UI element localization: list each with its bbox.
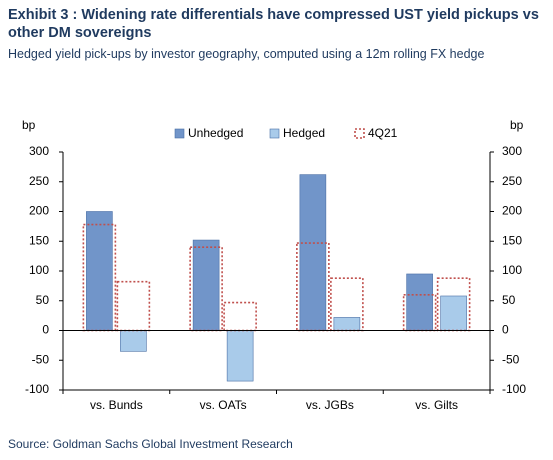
legend-label: Unhedged <box>188 126 243 140</box>
y2-axis-label: bp <box>510 118 524 132</box>
bar <box>192 239 220 331</box>
chart: bp bp -100 -50 0 50 100 150 200 250 300 -100 -50 0 5… <box>22 118 526 412</box>
chart-subtitle: Hedged yield pick-ups by investor geogra… <box>8 47 485 61</box>
y-tick-label: 300 <box>29 144 49 158</box>
bar <box>406 273 433 331</box>
legend-swatch <box>354 128 365 139</box>
bar <box>440 295 467 331</box>
y2-tick-label: 150 <box>502 233 522 247</box>
y-tick-label: 0 <box>42 323 49 337</box>
legend-label: Hedged <box>283 126 325 140</box>
chart-title: Exhibit 3 : Widening rate differentials … <box>8 7 539 41</box>
legend-swatch <box>174 128 185 139</box>
y2-tick-label: 50 <box>502 293 516 307</box>
reference-box <box>296 242 330 332</box>
legend-swatch <box>269 128 280 139</box>
legend-label: 4Q21 <box>368 126 398 140</box>
y-tick-label: 200 <box>29 204 49 218</box>
y2-tick-label: 0 <box>502 323 509 337</box>
y2-tick-label: 300 <box>502 144 522 158</box>
y2-tick-label: -100 <box>502 382 526 396</box>
y-axis-label: bp <box>22 118 36 132</box>
bar <box>86 211 113 331</box>
bar <box>333 317 361 331</box>
y-tick-label: 150 <box>29 233 49 247</box>
x-tick-label: vs. JGBs <box>306 398 354 412</box>
y-tick-label: -50 <box>32 352 50 366</box>
reference-box <box>223 301 257 332</box>
y2-tick-label: 200 <box>502 204 522 218</box>
reference-box <box>189 246 223 332</box>
x-tick-label: vs. Gilts <box>415 398 458 412</box>
y2-tick-label: -50 <box>502 352 520 366</box>
reference-box <box>402 293 437 332</box>
y-tick-label: -100 <box>25 382 49 396</box>
y-tick-label: 50 <box>36 293 50 307</box>
bar <box>299 174 327 331</box>
bar <box>226 330 254 382</box>
y-tick-label: 250 <box>29 174 49 188</box>
x-tick-label: vs. OATs <box>200 398 247 412</box>
source: Source: Goldman Sachs Global Investment … <box>8 437 293 451</box>
reference-box <box>116 280 151 332</box>
bar <box>120 330 147 352</box>
y2-tick-label: 100 <box>502 263 522 277</box>
y2-tick-label: 250 <box>502 174 522 188</box>
x-tick-label: vs. Bunds <box>90 398 143 412</box>
y-tick-label: 100 <box>29 263 49 277</box>
